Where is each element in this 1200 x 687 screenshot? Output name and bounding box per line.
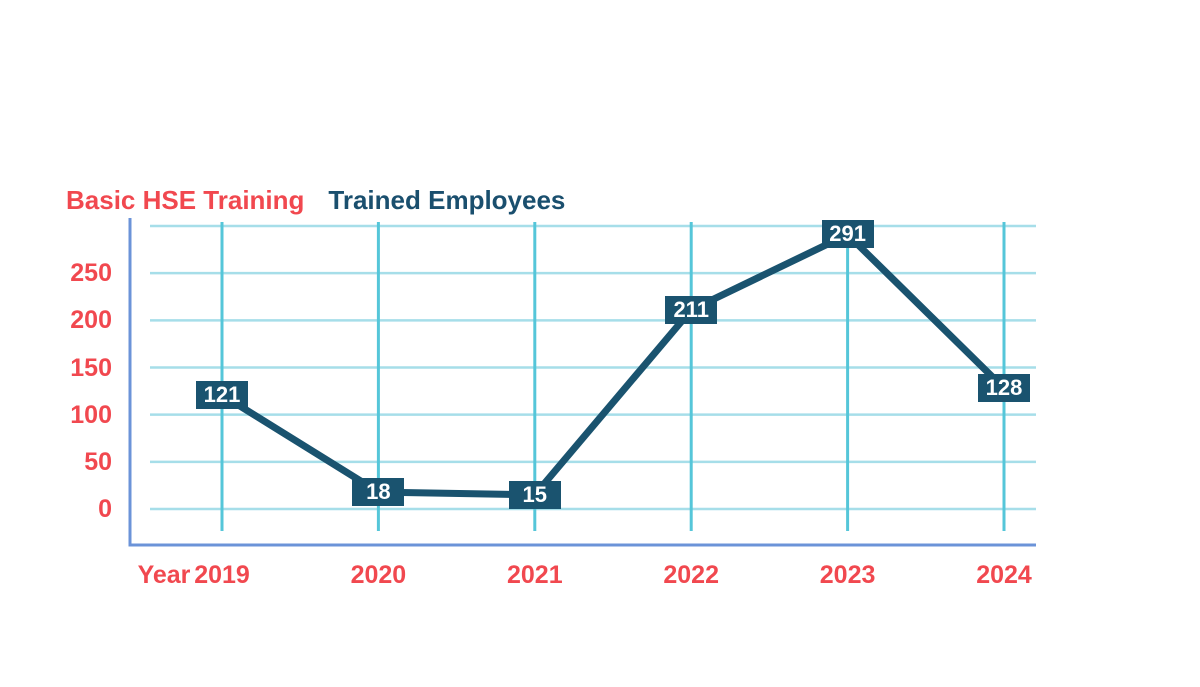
y-tick-label: 100 xyxy=(70,400,112,429)
y-tick-label: 150 xyxy=(70,353,112,382)
x-axis-title: Year xyxy=(137,561,191,589)
chart-title-legend: Trained Employees xyxy=(328,185,566,215)
x-tick-label: 2024 xyxy=(976,561,1032,589)
chart-title-row: Basic HSE Training Trained Employees xyxy=(66,185,565,216)
y-tick-label: 50 xyxy=(84,447,112,476)
y-tick-label: 200 xyxy=(70,306,112,335)
chart-title-series: Basic HSE Training xyxy=(66,185,305,215)
x-tick-label: 2022 xyxy=(663,561,719,589)
data-point-label: 18 xyxy=(352,478,405,507)
x-tick-label: 2023 xyxy=(819,561,876,589)
x-tick-label: 2019 xyxy=(194,561,250,589)
data-point-label: 15 xyxy=(508,480,561,509)
x-tick-label: 2021 xyxy=(506,561,563,589)
data-point-label: 211 xyxy=(665,295,718,324)
series-line xyxy=(218,230,1008,499)
data-point-label: 291 xyxy=(821,220,874,249)
data-point-label: 128 xyxy=(978,374,1030,403)
x-tick-label: 2020 xyxy=(350,561,407,589)
y-tick-label: 250 xyxy=(70,259,112,288)
y-tick-label: 0 xyxy=(98,495,112,523)
data-point-label: 121 xyxy=(196,380,248,409)
